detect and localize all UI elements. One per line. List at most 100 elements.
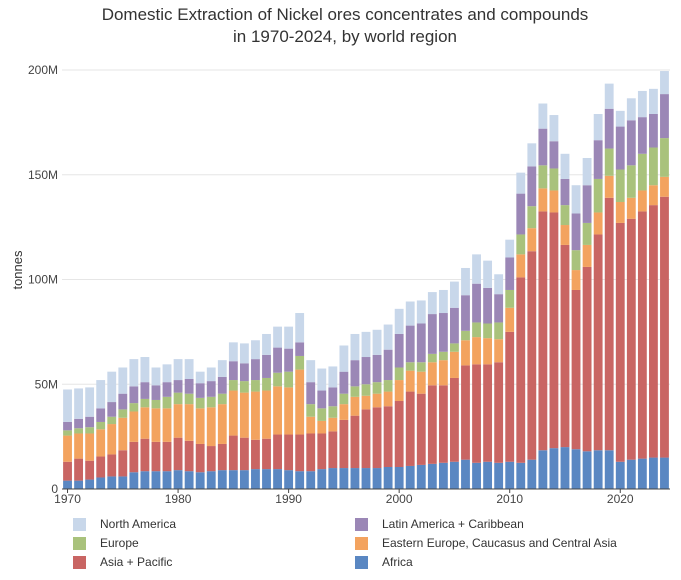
bar-segment <box>350 333 360 361</box>
bar-segment <box>560 225 570 245</box>
bar-segment <box>339 393 349 405</box>
bar-segment <box>129 359 139 387</box>
bar-segment <box>151 408 161 442</box>
bar-segment <box>85 416 95 428</box>
bar-segment <box>505 257 515 290</box>
bar-segment <box>118 417 128 451</box>
bar-segment <box>162 441 172 472</box>
bar-segment <box>195 443 205 473</box>
bar-segment <box>571 213 581 251</box>
bar-segment <box>416 371 426 394</box>
bar-segment <box>604 197 614 451</box>
bar-segment <box>85 460 95 480</box>
bar-segment <box>494 294 504 323</box>
bar-segment <box>350 360 360 387</box>
bar-segment <box>295 434 305 472</box>
bar-segment <box>450 281 459 308</box>
bar-segment <box>195 371 205 384</box>
bar-segment <box>560 244 570 448</box>
bar-segment <box>438 313 448 352</box>
bar-segment <box>118 367 128 394</box>
bar-segment <box>483 338 493 365</box>
bar-segment <box>251 391 260 440</box>
bar-segment <box>140 407 150 439</box>
bar-segment <box>483 260 493 288</box>
bar-segment <box>129 472 139 489</box>
bar-segment <box>427 385 437 464</box>
y-tick-label: 0 <box>51 482 58 496</box>
bar-segment <box>206 446 216 472</box>
bar-segment <box>405 362 415 371</box>
bar-segment <box>593 450 603 489</box>
bar-segment <box>582 185 592 223</box>
bar-segment <box>151 385 161 400</box>
bar-segment <box>648 113 658 148</box>
x-tick-label: 1970 <box>54 492 81 506</box>
bar-segment <box>74 428 84 434</box>
bar-segment <box>228 390 238 436</box>
bar-segment <box>162 364 172 383</box>
bar-segment <box>582 157 592 186</box>
bar-segment <box>173 392 183 405</box>
bar-segment <box>140 382 150 399</box>
bar-segment <box>615 461 625 489</box>
bar-segment <box>372 329 382 355</box>
bar-segment <box>405 301 415 326</box>
bar-segment <box>217 404 227 444</box>
bar-segment <box>350 415 360 469</box>
bar-segment <box>162 408 172 442</box>
bar-segment <box>251 380 260 392</box>
bar-segment <box>184 393 194 405</box>
bar-segment <box>251 439 260 470</box>
bar-segment <box>107 416 117 425</box>
legend-label: Europe <box>100 536 139 550</box>
bar-segment <box>306 382 316 405</box>
bar-segment <box>626 165 636 198</box>
bar-segment <box>228 470 238 489</box>
bar-segment <box>461 365 470 460</box>
bar-segment <box>582 451 592 489</box>
bar-segment <box>228 342 238 362</box>
x-tick-label: 2010 <box>496 492 523 506</box>
bar-segment <box>660 138 669 177</box>
bar-segment <box>96 477 106 489</box>
bar-segment <box>538 128 548 166</box>
bar-segment <box>416 464 426 489</box>
bar-segment <box>472 322 481 338</box>
bar-segment <box>361 468 371 489</box>
bar-segment <box>85 433 95 461</box>
bar-segment <box>416 393 426 465</box>
bar-segment <box>538 188 548 212</box>
bar-segment <box>494 274 504 295</box>
bar-segment <box>637 458 647 489</box>
bar-segment <box>383 406 393 468</box>
bar-segment <box>626 459 636 489</box>
bar-segment <box>538 450 548 489</box>
bar-segment <box>637 211 647 459</box>
bar-segment <box>648 147 658 186</box>
bar-segment <box>461 459 470 489</box>
bar-segment <box>317 390 327 409</box>
bar-segment <box>427 362 437 386</box>
chart-title-line-1: Domestic Extraction of Nickel ores conce… <box>101 5 589 24</box>
bar-segment <box>273 469 282 489</box>
bar-segment <box>262 390 271 439</box>
bar-segment <box>372 468 382 489</box>
bar-segment <box>660 196 669 458</box>
bar-segment <box>184 471 194 489</box>
bar-segment <box>251 359 260 381</box>
bar-segment <box>538 211 548 451</box>
bar-segment <box>450 377 459 462</box>
bar-segment <box>527 251 537 460</box>
bar-segment <box>140 357 150 383</box>
bar-segment <box>140 471 150 489</box>
bar-segment <box>405 370 415 392</box>
bar-segment <box>118 393 128 410</box>
bar-segment <box>96 408 106 422</box>
bar-segment <box>140 398 150 408</box>
bar-segment <box>328 468 338 489</box>
bar-segment <box>450 461 459 489</box>
bar-segment <box>217 393 227 405</box>
y-tick-label: 200M <box>28 63 58 77</box>
bar-segment <box>527 206 537 229</box>
